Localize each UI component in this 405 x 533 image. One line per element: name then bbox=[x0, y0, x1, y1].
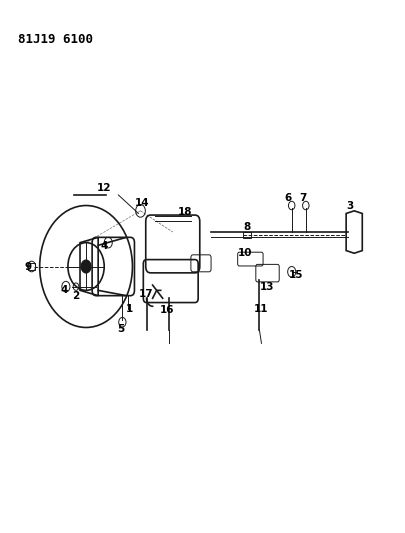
Text: 5: 5 bbox=[116, 324, 124, 334]
Text: 10: 10 bbox=[237, 248, 252, 259]
Text: 11: 11 bbox=[254, 304, 268, 314]
Text: 2: 2 bbox=[72, 290, 79, 301]
Text: 15: 15 bbox=[289, 270, 303, 280]
Text: 4: 4 bbox=[60, 285, 67, 295]
FancyBboxPatch shape bbox=[28, 263, 35, 270]
Text: 1: 1 bbox=[126, 304, 133, 314]
Text: 16: 16 bbox=[160, 305, 174, 315]
Text: 81J19 6100: 81J19 6100 bbox=[17, 33, 92, 46]
Text: 14: 14 bbox=[134, 198, 149, 208]
Text: 9: 9 bbox=[24, 262, 31, 271]
Text: 3: 3 bbox=[346, 200, 353, 211]
Text: 6: 6 bbox=[284, 192, 291, 203]
FancyBboxPatch shape bbox=[243, 231, 251, 238]
Text: 17: 17 bbox=[138, 289, 153, 299]
Text: 7: 7 bbox=[298, 192, 306, 203]
Circle shape bbox=[81, 260, 91, 273]
Text: 12: 12 bbox=[97, 183, 111, 193]
Text: 8: 8 bbox=[242, 222, 249, 232]
Text: 18: 18 bbox=[177, 207, 192, 217]
Text: 13: 13 bbox=[260, 281, 274, 292]
Text: 4: 4 bbox=[100, 241, 108, 252]
